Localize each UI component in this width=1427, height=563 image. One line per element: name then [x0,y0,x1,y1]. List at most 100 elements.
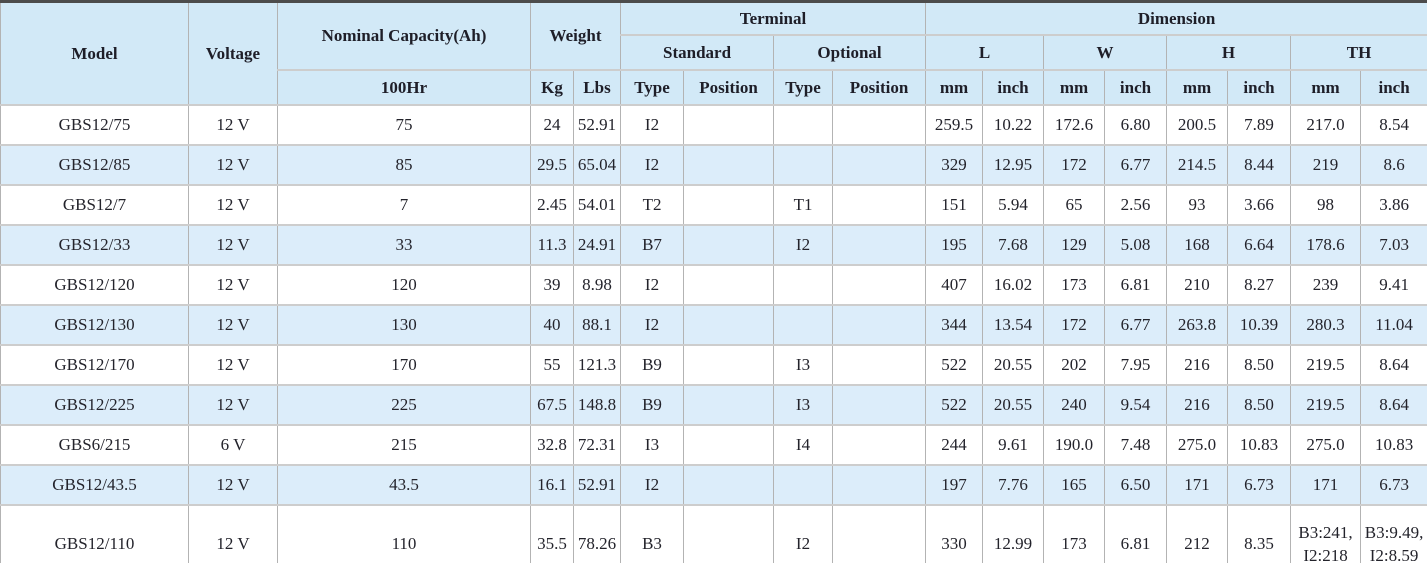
cell-l-mm: 330 [925,504,984,563]
col-header-dim-h: H [1166,34,1292,71]
col-header-optional-type: Type [773,69,834,106]
cell-w-mm: 165 [1043,464,1106,506]
cell-h-inch: 3.66 [1227,184,1292,226]
cell-weight-lbs: 52.91 [572,464,622,506]
cell-weight-kg: 29.5 [530,144,574,186]
cell-optional-type: I4 [773,424,834,466]
cell-optional-position [832,184,927,226]
header-row-units: 100Hr Kg Lbs Type Position Type Position… [1,69,1427,106]
cell-voltage: 12 V [188,104,278,146]
cell-l-inch: 12.99 [982,504,1045,563]
cell-standard-type: I2 [620,144,685,186]
col-header-l-inch: inch [982,69,1045,106]
cell-voltage: 12 V [188,504,278,563]
col-header-optional: Optional [773,34,927,71]
cell-w-inch: 6.81 [1104,264,1168,306]
cell-l-mm: 197 [925,464,984,506]
col-header-model: Model [0,0,189,106]
cell-capacity-100hr: 7 [277,184,531,226]
cell-weight-kg: 39 [530,264,574,306]
col-header-nominal-capacity: Nominal Capacity(Ah) [277,0,531,71]
cell-l-mm: 259.5 [925,104,984,146]
cell-voltage: 12 V [188,304,278,346]
cell-l-mm: 329 [925,144,984,186]
cell-weight-lbs: 121.3 [572,344,622,386]
cell-h-mm: 275.0 [1166,424,1229,466]
col-header-l-mm: mm [925,69,984,106]
cell-l-mm: 195 [925,224,984,266]
table-row-gbs12-33: GBS12/33 12 V 33 11.3 24.91 B7 I2 195 7.68 129 5.0… [0,224,1427,266]
cell-model: GBS12/170 [0,344,189,386]
cell-h-mm: 210 [1166,264,1229,306]
cell-optional-position [832,304,927,346]
cell-th-inch: 8.54 [1360,104,1427,146]
cell-w-inch: 6.77 [1104,144,1168,186]
cell-h-inch: 8.50 [1227,384,1292,426]
cell-standard-position [683,184,775,226]
cell-model: GBS12/75 [0,104,189,146]
cell-standard-type: B7 [620,224,685,266]
cell-optional-type: I3 [773,344,834,386]
cell-standard-type: I2 [620,464,685,506]
cell-optional-type [773,304,834,346]
cell-h-mm: 214.5 [1166,144,1229,186]
table-row-gbs12-110: GBS12/110 12 V 110 35.5 78.26 B3 I2 330 12.99 173… [0,504,1427,563]
cell-optional-position [832,144,927,186]
cell-model: GBS12/43.5 [0,464,189,506]
table-row-gbs12-120: GBS12/120 12 V 120 39 8.98 I2 407 16.02 173 6.81 2… [0,264,1427,306]
cell-h-mm: 263.8 [1166,304,1229,346]
cell-standard-position [683,104,775,146]
cell-l-inch: 20.55 [982,344,1045,386]
cell-l-mm: 522 [925,344,984,386]
cell-h-inch: 10.83 [1227,424,1292,466]
cell-optional-type [773,104,834,146]
cell-w-mm: 129 [1043,224,1106,266]
col-header-dim-l: L [925,34,1045,71]
cell-capacity-100hr: 225 [277,384,531,426]
cell-weight-kg: 24 [530,104,574,146]
cell-l-mm: 244 [925,424,984,466]
cell-weight-kg: 67.5 [530,384,574,426]
cell-voltage: 12 V [188,224,278,266]
cell-optional-position [832,464,927,506]
cell-standard-position [683,224,775,266]
cell-l-mm: 344 [925,304,984,346]
cell-weight-kg: 11.3 [530,224,574,266]
cell-standard-position [683,344,775,386]
cell-weight-lbs: 65.04 [572,144,622,186]
cell-model: GBS12/33 [0,224,189,266]
cell-standard-type: B3 [620,504,685,563]
table-row-gbs12-170: GBS12/170 12 V 170 55 121.3 B9 I3 522 20.55 202 7.… [0,344,1427,386]
cell-optional-type: I3 [773,384,834,426]
cell-h-inch: 8.44 [1227,144,1292,186]
cell-standard-type: B9 [620,384,685,426]
col-header-standard-type: Type [620,69,685,106]
cell-model: GBS12/85 [0,144,189,186]
cell-w-inch: 2.56 [1104,184,1168,226]
cell-weight-lbs: 24.91 [572,224,622,266]
table-row-gbs12-75: GBS12/75 12 V 75 24 52.91 I2 259.5 10.22 172.6 6.… [0,104,1427,146]
col-header-th-mm: mm [1290,69,1362,106]
table-row-gbs12-130: GBS12/130 12 V 130 40 88.1 I2 344 13.54 172 6.77 2… [0,304,1427,346]
cell-h-inch: 8.35 [1227,504,1292,563]
cell-weight-lbs: 148.8 [572,384,622,426]
cell-l-inch: 12.95 [982,144,1045,186]
cell-l-inch: 7.68 [982,224,1045,266]
cell-h-mm: 212 [1166,504,1229,563]
cell-weight-kg: 16.1 [530,464,574,506]
table-row-gbs12-7: GBS12/7 12 V 7 2.45 54.01 T2 T1 151 5.94 65 2.56 93… [0,184,1427,226]
col-header-kg: Kg [530,69,574,106]
cell-h-mm: 216 [1166,344,1229,386]
cell-capacity-100hr: 215 [277,424,531,466]
table-body: GBS12/75 12 V 75 24 52.91 I2 259.5 10.22 172.6 6.… [0,104,1427,563]
col-header-100hr: 100Hr [277,69,531,106]
cell-th-mm: B3:241, I2:218 [1290,504,1362,563]
cell-optional-position [832,424,927,466]
cell-h-mm: 171 [1166,464,1229,506]
cell-l-inch: 10.22 [982,104,1045,146]
cell-th-inch: 8.6 [1360,144,1427,186]
cell-w-mm: 172.6 [1043,104,1106,146]
cell-weight-kg: 40 [530,304,574,346]
